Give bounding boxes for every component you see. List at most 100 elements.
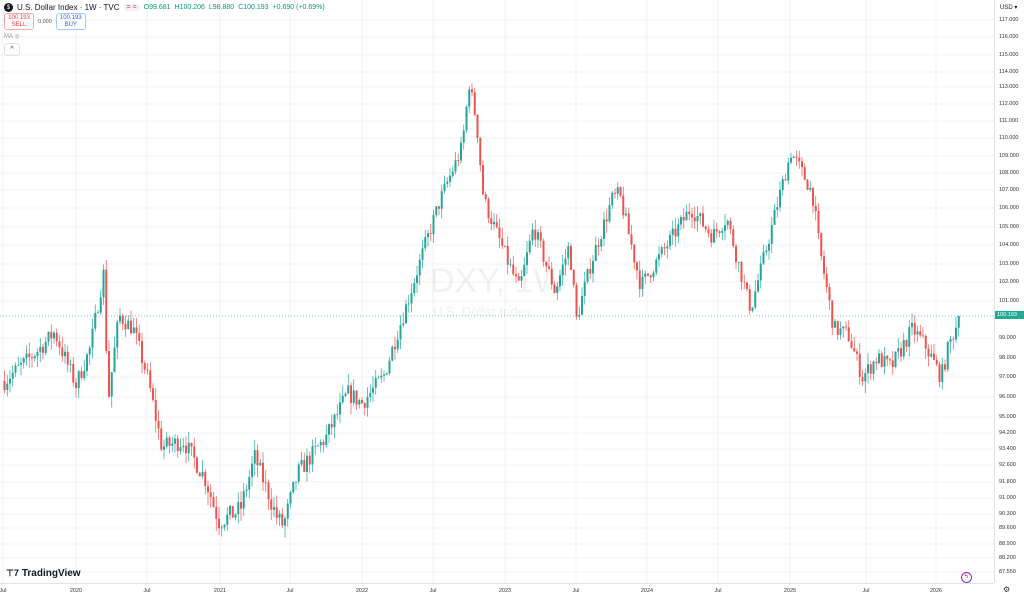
- price-axis[interactable]: USD ▾ 117.000 116.000 115.000 114.000 113.00…: [994, 0, 1024, 583]
- candle-body: [924, 335, 927, 349]
- price-label: 114.000: [999, 69, 1019, 75]
- candle-body: [660, 247, 663, 255]
- candle-body: [570, 246, 572, 270]
- candle-body: [806, 179, 809, 190]
- candle-body: [130, 320, 132, 334]
- symbol-title[interactable]: U.S. Dollar Index · 1W · TVC: [17, 3, 120, 12]
- price-label: 103.000: [999, 261, 1019, 267]
- candle-body: [325, 434, 328, 445]
- candle-body: [792, 156, 795, 158]
- symbol-icon: $: [4, 3, 13, 12]
- price-label: 95.000: [999, 414, 1016, 420]
- candle-body: [647, 273, 649, 276]
- candle-body: [820, 233, 823, 257]
- candle-body: [405, 304, 407, 324]
- price-label: 98.000: [999, 355, 1016, 361]
- candle-body: [636, 262, 638, 271]
- candle-body: [215, 506, 218, 519]
- candle-body: [163, 446, 165, 450]
- candle-body: [138, 333, 141, 341]
- candle-body: [627, 213, 630, 235]
- candle-body: [339, 402, 341, 415]
- candle-body: [77, 371, 80, 389]
- candle-body: [839, 328, 842, 335]
- sell-button[interactable]: 100.193 SELL: [4, 13, 34, 30]
- candle-body: [564, 258, 567, 265]
- candle-body: [245, 489, 248, 492]
- candle-body: [75, 382, 77, 389]
- candle-body: [713, 229, 715, 243]
- candle-body: [413, 282, 416, 294]
- candle-body: [231, 505, 234, 518]
- candle-body: [949, 338, 952, 343]
- candle-body: [168, 437, 171, 446]
- tradingview-logo[interactable]: ⊤7 TradingView: [6, 568, 81, 579]
- candle-body: [748, 289, 751, 311]
- price-label: 113.000: [999, 84, 1019, 90]
- time-label: 2024: [640, 588, 654, 594]
- candle-body: [614, 192, 616, 194]
- candle-body: [229, 505, 231, 515]
- candle-body: [196, 457, 198, 473]
- candle-body: [495, 221, 498, 228]
- candlestick-chart[interactable]: [0, 0, 994, 583]
- candle-body: [311, 446, 314, 465]
- candle-body: [141, 340, 143, 364]
- candle-body: [465, 106, 468, 131]
- candle-body: [693, 217, 696, 222]
- candle-body: [55, 332, 58, 342]
- buy-button[interactable]: 100.193 BUY: [55, 13, 86, 30]
- candle-body: [416, 275, 418, 283]
- compare-toggle[interactable]: = =: [123, 4, 140, 11]
- time-label: Jul: [429, 588, 437, 594]
- candle-body: [127, 320, 130, 330]
- candle-body: [20, 362, 22, 365]
- last-price-tag: 100.193: [995, 311, 1024, 319]
- candle-body: [592, 261, 594, 274]
- candle-body: [297, 464, 300, 482]
- candle-body: [157, 420, 160, 429]
- candle-body: [743, 281, 746, 283]
- candle-body: [471, 89, 473, 93]
- candle-body: [201, 471, 204, 477]
- candle-body: [776, 207, 779, 210]
- candle-body: [498, 227, 501, 239]
- candle-body: [594, 245, 597, 262]
- price-label: 109.000: [999, 153, 1019, 159]
- candle-body: [300, 460, 303, 465]
- price-label: 101.000: [999, 298, 1019, 304]
- candle-body: [190, 442, 193, 447]
- lightning-icon[interactable]: ϟ: [961, 572, 972, 583]
- candle-body: [666, 246, 669, 249]
- candle-body: [586, 269, 589, 282]
- candle-body: [531, 229, 534, 241]
- candle-body: [363, 403, 366, 408]
- ma-indicator[interactable]: MA ◎: [4, 33, 20, 40]
- candle-body: [768, 243, 770, 251]
- candle-body: [616, 187, 619, 194]
- candle-body: [721, 230, 724, 233]
- currency-selector[interactable]: USD ▾: [1000, 5, 1018, 11]
- settings-gear-icon[interactable]: ⚙: [1003, 585, 1011, 594]
- time-label: 2023: [498, 588, 512, 594]
- candle-body: [534, 229, 537, 240]
- candle-body: [655, 259, 658, 273]
- candle-body: [286, 503, 289, 519]
- time-axis[interactable]: Jul 2020 Jul 2021 Jul 2022 Jul 2023 Jul 2024 Jul 20…: [0, 583, 994, 598]
- candle-body: [515, 274, 517, 277]
- candle-body: [526, 252, 528, 265]
- candle-body: [828, 287, 831, 301]
- eye-icon[interactable]: ◎: [14, 34, 20, 40]
- candle-body: [99, 297, 102, 313]
- collapse-legend-button[interactable]: ^: [4, 43, 20, 56]
- candle-body: [278, 513, 281, 518]
- candle-body: [781, 179, 784, 190]
- candle-body: [165, 437, 168, 447]
- candle-body: [383, 374, 385, 376]
- candle-body: [256, 450, 259, 466]
- candle-body: [724, 225, 726, 231]
- candle-body: [479, 138, 482, 166]
- candle-body: [83, 370, 86, 378]
- price-label: 116.000: [999, 34, 1019, 40]
- candle-body: [253, 450, 256, 464]
